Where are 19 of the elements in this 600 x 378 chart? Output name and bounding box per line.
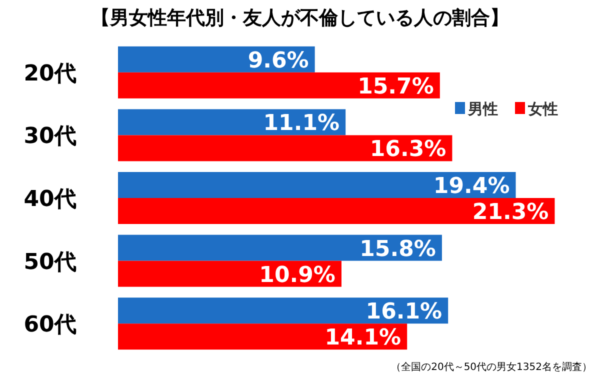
y-tick-label: 50代 (24, 250, 76, 275)
data-label: 21.3% (472, 200, 549, 225)
y-tick-label: 30代 (24, 124, 76, 150)
y-tick-label: 40代 (24, 187, 76, 212)
data-label: 16.3% (370, 137, 446, 162)
data-label: 16.1% (366, 300, 442, 325)
data-label: 10.9% (259, 262, 336, 288)
data-label: 19.4% (433, 174, 510, 199)
legend-label: 女性 (527, 100, 558, 118)
legend-label: 男性 (467, 100, 498, 118)
data-label: 15.7% (358, 74, 434, 100)
y-tick-label: 20代 (24, 61, 76, 86)
data-label: 9.6% (248, 48, 309, 74)
data-label: 11.1% (263, 111, 340, 136)
chart-title: 【男女性年代別・友人が不倫している人の割合】 (91, 7, 509, 29)
data-label: 14.1% (324, 326, 402, 351)
text: （全国の20代～50代の男女1352名を調査） (391, 361, 592, 373)
y-tick-label: 60代 (24, 312, 76, 338)
data-label: 15.8% (360, 236, 436, 262)
